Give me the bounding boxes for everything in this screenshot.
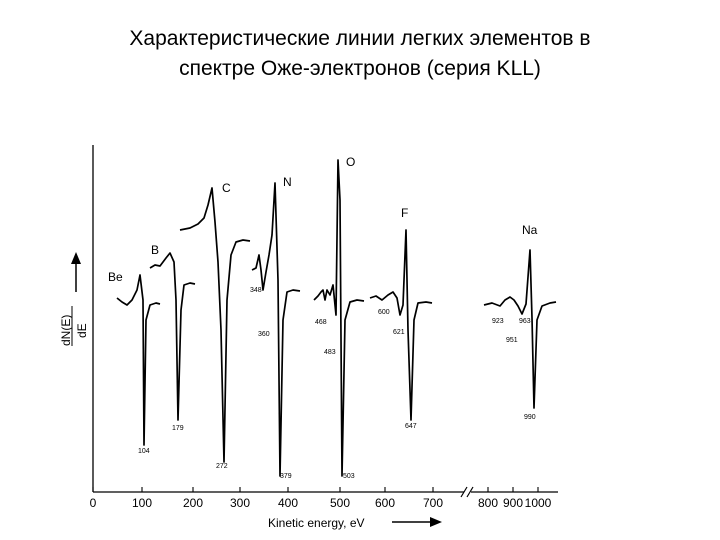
peak-label-379: 379: [280, 473, 292, 480]
peak-label-923: 923: [492, 318, 504, 325]
series-layer: [116, 159, 557, 477]
peak-label-621: 621: [393, 329, 405, 336]
peak-labels: 104 179 272 348 360 379 468 483 503 600 621 647 923 9…: [138, 287, 536, 480]
element-label-f: F: [401, 206, 408, 220]
peak-label-483: 483: [324, 349, 336, 356]
x-tick-label-300: 300: [230, 496, 250, 510]
series-c-trace: [179, 187, 251, 463]
element-label-b: B: [151, 243, 159, 257]
peak-label-272: 272: [216, 463, 228, 470]
x-ticks: 0 100 200 300 400 500 600 700 800 900 1000: [90, 487, 552, 510]
peak-label-360: 360: [258, 331, 270, 338]
x-tick-label-400: 400: [278, 496, 298, 510]
element-label-c: C: [222, 181, 231, 195]
axis-break-mark: [460, 486, 474, 498]
y-axis-label-denominator: dE: [75, 323, 89, 338]
peak-label-179: 179: [172, 425, 184, 432]
x-axis-arrow-head: [430, 517, 442, 527]
x-tick-label-900: 900: [503, 496, 523, 510]
x-axis-label: Kinetic energy, eV: [268, 516, 365, 530]
y-axis-label-numerator: dN(E): [59, 315, 73, 346]
peak-label-990: 990: [524, 414, 536, 421]
x-tick-label-600: 600: [375, 496, 395, 510]
slide-title: Характеристические линии легких элементо…: [40, 24, 680, 84]
series-f-trace: [369, 229, 433, 421]
plot-axes: [92, 145, 558, 498]
x-tick-label-100: 100: [132, 496, 152, 510]
peak-label-600: 600: [378, 309, 390, 316]
peak-label-963: 963: [519, 318, 531, 325]
y-axis-arrow-head: [71, 252, 81, 264]
series-n-trace: [251, 182, 301, 477]
element-label-na: Na: [522, 223, 538, 237]
title-line-2: спектре Оже-электронов (серия KLL): [179, 57, 541, 80]
element-label-n: N: [283, 175, 292, 189]
peak-label-468: 468: [315, 319, 327, 326]
series-na-trace: [483, 249, 557, 409]
x-tick-label-500: 500: [330, 496, 350, 510]
element-labels: Be B C N O F Na: [108, 155, 538, 284]
x-axis-title: Kinetic energy, eV: [268, 516, 442, 530]
element-label-o: O: [346, 155, 355, 169]
title-line-1: Характеристические линии легких элементо…: [129, 27, 591, 50]
series-be-trace: [116, 274, 161, 446]
series-b-trace: [149, 252, 196, 421]
x-tick-label-800: 800: [478, 496, 498, 510]
x-tick-label-0: 0: [90, 496, 97, 510]
peak-label-348: 348: [250, 287, 262, 294]
peak-label-951: 951: [506, 337, 518, 344]
peak-label-104: 104: [138, 448, 150, 455]
x-tick-label-700: 700: [423, 496, 443, 510]
x-tick-label-200: 200: [183, 496, 203, 510]
y-axis-title: dN(E) dE: [59, 252, 89, 346]
series-o-trace: [313, 159, 365, 477]
peak-label-647: 647: [405, 423, 417, 430]
x-tick-label-1000: 1000: [525, 496, 552, 510]
peak-label-503: 503: [343, 473, 355, 480]
element-label-be: Be: [108, 270, 123, 284]
